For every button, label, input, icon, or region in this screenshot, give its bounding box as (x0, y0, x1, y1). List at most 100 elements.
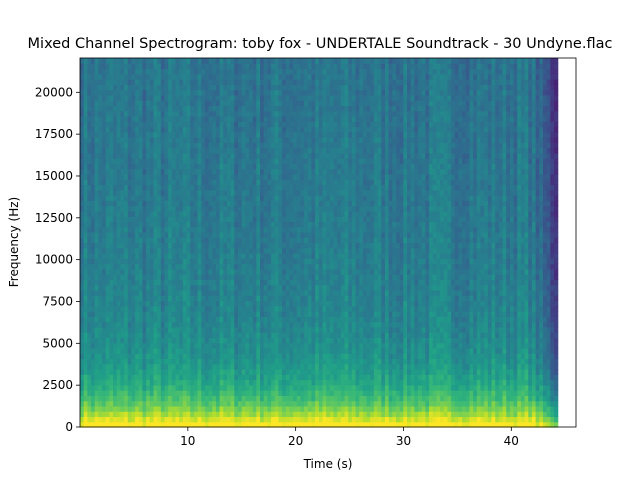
heatmap-cell (171, 316, 177, 323)
heatmap-cell (322, 84, 327, 91)
heatmap-cell (138, 274, 144, 280)
heatmap-cell (285, 68, 291, 75)
heatmap-cell (109, 247, 114, 254)
heatmap-cell (138, 110, 144, 117)
heatmap-cell (98, 89, 103, 96)
heatmap-cell (230, 305, 235, 312)
heatmap-cell (274, 326, 280, 333)
heatmap-cell (289, 374, 294, 381)
heatmap-cell (271, 126, 276, 133)
heatmap-cell (219, 374, 224, 381)
heatmap-cell (201, 295, 206, 302)
heatmap-cell (212, 405, 217, 412)
heatmap-cell (226, 274, 232, 280)
heatmap-cell (311, 400, 316, 407)
heatmap-cell (333, 210, 338, 217)
heatmap-cell (337, 374, 342, 381)
heatmap-cell (329, 100, 335, 107)
heatmap-cell (146, 84, 151, 91)
heatmap-cell (208, 400, 213, 407)
heatmap-cell (318, 121, 324, 128)
heatmap-cell (193, 311, 199, 317)
heatmap-cell (109, 405, 114, 412)
heatmap-cell (201, 274, 206, 280)
heatmap-cell (329, 158, 335, 165)
heatmap-cell (300, 115, 305, 122)
heatmap-cell (307, 253, 313, 259)
heatmap-cell (285, 247, 291, 254)
heatmap-cell (241, 73, 246, 80)
heatmap-cell (271, 369, 276, 375)
heatmap-cell (186, 247, 191, 254)
heatmap-cell (113, 253, 118, 259)
heatmap-cell (197, 195, 202, 201)
heatmap-cell (267, 263, 272, 270)
heatmap-cell (83, 358, 88, 365)
heatmap-cell (226, 342, 232, 349)
heatmap-cell (83, 137, 88, 143)
heatmap-cell (164, 242, 169, 249)
heatmap-cell (311, 179, 316, 186)
heatmap-cell (252, 126, 257, 133)
heatmap-cell (171, 305, 177, 312)
heatmap-cell (138, 416, 144, 423)
heatmap-cell (333, 247, 338, 254)
heatmap-cell (256, 226, 261, 233)
heatmap-cell (329, 152, 335, 159)
heatmap-cell (135, 242, 140, 249)
heatmap-cell (260, 105, 265, 112)
heatmap-cell (80, 195, 85, 201)
heatmap-cell (234, 147, 239, 154)
heatmap-cell (190, 137, 195, 143)
heatmap-cell (304, 100, 309, 107)
heatmap-cell (241, 384, 246, 391)
heatmap-cell (190, 311, 195, 317)
heatmap-cell (109, 100, 114, 107)
heatmap-cell (197, 305, 202, 312)
heatmap-cell (197, 421, 202, 428)
heatmap-cell (329, 395, 335, 402)
heatmap-cell (182, 411, 188, 418)
heatmap-cell (234, 342, 239, 349)
heatmap-cell (252, 253, 257, 259)
heatmap-cell (116, 126, 122, 133)
heatmap-cell (315, 152, 320, 159)
heatmap-cell (215, 237, 221, 244)
heatmap-cell (142, 158, 147, 165)
heatmap-cell (263, 268, 268, 275)
heatmap-cell (120, 369, 125, 375)
heatmap-cell (146, 195, 151, 201)
heatmap-cell (219, 184, 224, 191)
heatmap-cell (116, 89, 122, 96)
heatmap-cell (333, 147, 338, 154)
heatmap-cell (234, 305, 239, 312)
heatmap-cell (124, 189, 129, 196)
heatmap-cell (267, 184, 272, 191)
heatmap-cell (197, 311, 202, 317)
heatmap-cell (94, 421, 99, 428)
heatmap-cell (282, 68, 287, 75)
heatmap-cell (157, 210, 162, 217)
heatmap-cell (267, 274, 272, 280)
heatmap-cell (226, 205, 232, 212)
heatmap-cell (282, 237, 287, 244)
heatmap-cell (223, 200, 228, 207)
heatmap-cell (116, 369, 122, 375)
heatmap-cell (186, 221, 191, 228)
heatmap-cell (109, 121, 114, 128)
heatmap-cell (116, 205, 122, 212)
heatmap-cell (204, 68, 210, 75)
heatmap-cell (278, 84, 283, 91)
heatmap-cell (322, 379, 327, 386)
heatmap-cell (124, 184, 129, 191)
heatmap-cell (157, 353, 162, 360)
heatmap-cell (245, 300, 250, 307)
heatmap-cell (83, 163, 88, 170)
heatmap-cell (329, 384, 335, 391)
heatmap-cell (94, 289, 99, 296)
heatmap-cell (256, 200, 261, 207)
heatmap-cell (179, 221, 184, 228)
heatmap-cell (263, 84, 268, 91)
heatmap-cell (337, 421, 342, 428)
heatmap-cell (289, 179, 294, 186)
